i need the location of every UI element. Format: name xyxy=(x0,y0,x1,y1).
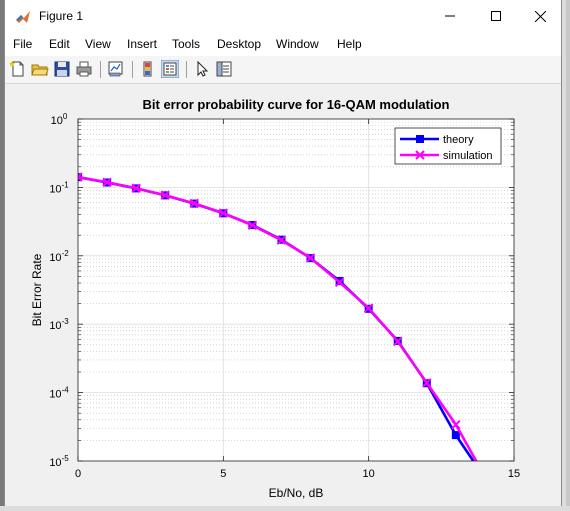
menu-file[interactable]: File xyxy=(13,37,33,51)
data-point-simulation xyxy=(334,277,345,287)
print-icon[interactable] xyxy=(75,60,93,78)
maximize-icon xyxy=(491,11,501,21)
y-tick-label: 10-4 xyxy=(49,386,69,401)
plot-svg: Bit error probability curve for 16-QAM m… xyxy=(30,97,520,500)
marker-stroke xyxy=(78,172,83,179)
legend-label-simulation: simulation xyxy=(443,150,493,162)
legend-label-theory: theory xyxy=(443,134,474,146)
pointer-icon[interactable] xyxy=(193,60,211,78)
data-point-simulation xyxy=(363,303,374,313)
x-tick-label: 5 xyxy=(220,468,226,480)
axes-background[interactable] xyxy=(78,119,514,461)
figure-window: Figure 1 File Edit View Insert Tools Des… xyxy=(4,0,562,506)
legend[interactable]: theory simulation xyxy=(394,127,502,165)
data-point-simulation xyxy=(393,336,403,347)
marker-stroke xyxy=(78,175,83,182)
marker-stroke xyxy=(276,235,287,245)
series-layer xyxy=(78,172,478,461)
insert-legend-icon[interactable] xyxy=(161,60,179,78)
marker-stroke xyxy=(363,303,374,313)
menu-bar: File Edit View Insert Tools Desktop Wind… xyxy=(5,32,561,79)
title-bar[interactable]: Figure 1 xyxy=(5,0,561,32)
data-point-simulation xyxy=(160,190,170,200)
marker-stroke xyxy=(393,336,403,347)
marker-stroke xyxy=(131,183,141,193)
open-file-icon[interactable] xyxy=(31,60,49,78)
marker-stroke xyxy=(247,220,258,231)
background-window-right xyxy=(566,0,570,506)
close-icon xyxy=(534,10,546,22)
insert-colorbar-icon[interactable] xyxy=(139,60,157,78)
data-point-simulation xyxy=(451,419,461,430)
data-point-simulation xyxy=(305,253,316,263)
y-axis-label: Bit Error Rate xyxy=(30,253,44,326)
data-point-simulation xyxy=(247,220,258,231)
marker-stroke xyxy=(102,177,112,187)
menu-tools[interactable]: Tools xyxy=(172,37,201,51)
property-inspector-icon[interactable] xyxy=(215,60,233,78)
data-point-simulation xyxy=(422,378,432,388)
figure-canvas: Bit error probability curve for 16-QAM m… xyxy=(5,84,561,506)
close-button[interactable] xyxy=(517,0,563,32)
data-point-simulation xyxy=(218,208,229,218)
marker-stroke xyxy=(422,378,432,388)
toolbar-separator xyxy=(132,61,133,78)
data-point-simulation xyxy=(131,183,141,193)
data-point-theory xyxy=(451,431,460,440)
background-window-left xyxy=(0,0,4,506)
y-tick-label: 10-5 xyxy=(49,454,69,469)
data-point-simulation xyxy=(102,177,112,187)
y-tick-label: 10-2 xyxy=(49,249,69,264)
toolbar-separator xyxy=(100,61,101,78)
y-tick-label: 10-3 xyxy=(49,317,69,332)
data-point-simulation xyxy=(276,235,287,245)
minimize-button[interactable] xyxy=(427,0,473,32)
marker-stroke xyxy=(451,419,461,430)
save-icon[interactable] xyxy=(53,60,71,78)
menu-desktop[interactable]: Desktop xyxy=(217,37,262,51)
data-point-simulation xyxy=(78,172,83,182)
data-point-simulation xyxy=(189,198,199,209)
maximize-button[interactable] xyxy=(473,0,519,32)
new-figure-icon[interactable] xyxy=(9,60,27,78)
marker-stroke xyxy=(218,208,229,218)
legend-marker-theory xyxy=(416,135,424,143)
figure-toolbar xyxy=(5,56,561,84)
menu-window[interactable]: Window xyxy=(276,37,319,51)
marker-stroke xyxy=(189,198,199,209)
menu-insert[interactable]: Insert xyxy=(127,37,158,51)
toolbar-separator xyxy=(186,61,187,78)
chart-title: Bit error probability curve for 16-QAM m… xyxy=(143,97,450,112)
x-axis-label: Eb/No, dB xyxy=(269,486,324,500)
marker-stroke xyxy=(334,277,345,287)
axes-box xyxy=(77,118,515,462)
matlab-icon xyxy=(16,11,30,23)
menu-view[interactable]: View xyxy=(85,37,111,51)
window-title: Figure 1 xyxy=(39,9,84,23)
marker-stroke xyxy=(305,253,316,263)
legend-marker-simulation xyxy=(415,150,425,160)
x-tick-label: 10 xyxy=(363,468,375,480)
y-tick-label: 100 xyxy=(51,112,68,127)
minimize-icon xyxy=(445,15,455,17)
legend-box xyxy=(394,127,502,165)
menu-edit[interactable]: Edit xyxy=(49,37,70,51)
y-tick-label: 10-1 xyxy=(49,180,69,195)
axis-ticks: 100 10-1 10-2 10-3 10-4 10-5 0 5 10 15 xyxy=(49,112,520,480)
x-tick-label: 0 xyxy=(75,468,81,480)
link-plot-icon[interactable] xyxy=(107,60,125,78)
minor-grid xyxy=(78,121,514,441)
menu-help[interactable]: Help xyxy=(337,37,362,51)
x-tick-label: 15 xyxy=(508,468,520,480)
marker-stroke xyxy=(160,190,170,200)
